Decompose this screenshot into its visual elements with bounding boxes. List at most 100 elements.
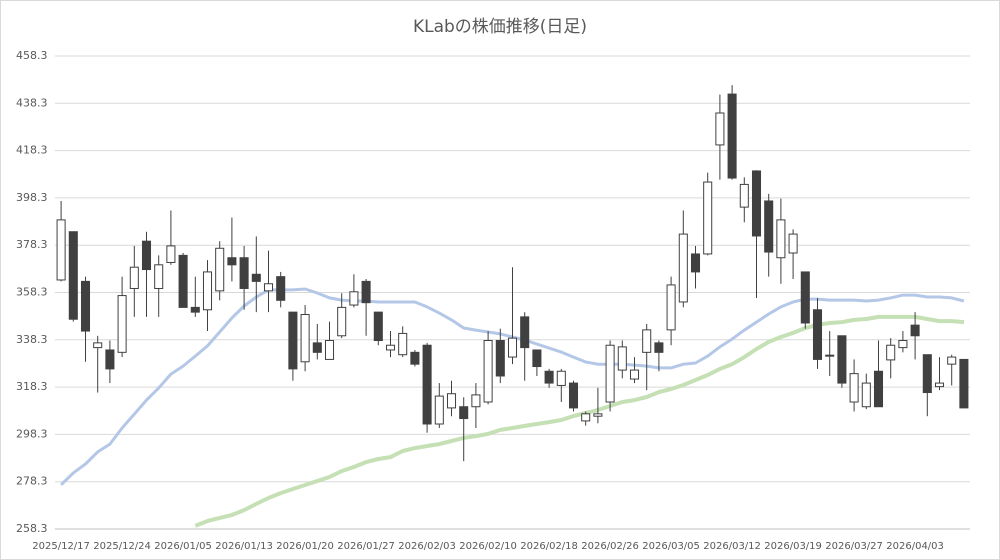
candle-body [495,340,505,377]
x-tick-label: 2025/12/24 [93,541,151,552]
candle-body [910,324,920,337]
candle-body [568,382,579,409]
candle-body [886,344,896,361]
candle-body [776,219,786,259]
y-tick-label: 438.3 [16,96,48,109]
candle-body [373,311,383,342]
x-tick-label: 2026/02/26 [581,541,639,552]
candle-body [227,257,237,266]
candle-body [581,413,591,422]
candle-body [837,335,847,384]
candle-body [190,306,200,313]
candle-body [800,271,810,324]
candle-body [398,332,408,356]
candle-body [666,284,676,331]
candle-body [385,344,396,351]
candle-body [922,354,932,394]
candle-body [654,342,664,353]
candle-body [764,200,774,253]
candle-body [93,342,103,349]
candle-body [898,340,908,349]
candle-body [178,254,188,308]
candle-body [593,413,603,417]
x-tick-label: 2026/02/10 [459,541,517,552]
candle-body [678,233,688,303]
candle-body [154,264,164,289]
candle-body [934,382,945,388]
candle-body [446,393,457,409]
candle-body [129,266,139,289]
candle-body [263,283,274,292]
candle-body [300,313,310,363]
candle-body [471,394,481,408]
y-tick-label: 258.3 [16,522,48,535]
candle-body [715,112,725,146]
candle-body [349,291,359,306]
candle-body [422,344,432,425]
candle-body [825,354,835,357]
x-tick-label: 2026/03/05 [642,541,700,552]
x-tick-label: 2026/02/18 [520,541,578,552]
y-tick-label: 298.3 [16,427,48,440]
y-tick-label: 358.3 [16,286,48,299]
x-tick-label: 2026/04/03 [886,541,944,552]
candle-body [459,406,469,420]
y-tick-label: 318.3 [16,380,48,393]
candle-body [215,247,225,292]
x-tick-label: 2026/03/27 [825,541,883,552]
x-tick-label: 2026/01/05 [154,541,212,552]
candle-body [727,93,737,179]
candle-body [410,351,420,365]
candle-body [751,170,762,237]
candle-body [312,342,322,353]
candle-body [605,344,615,403]
candle-body [361,280,371,304]
x-tick-label: 2026/01/13 [215,541,273,552]
candle-body [849,373,859,403]
candle-body [239,257,249,289]
y-tick-label: 378.3 [16,238,48,251]
candle-body [324,340,335,360]
candle-body [812,309,823,360]
candle-body [434,395,444,425]
candle-body [690,253,701,273]
candle-body [337,306,347,337]
candle-body [544,370,554,384]
y-tick-label: 458.3 [16,49,48,62]
candle-body [629,369,640,380]
candle-body [56,219,66,281]
candle-body [873,370,884,408]
y-tick-label: 398.3 [16,191,48,204]
candle-body [276,276,286,301]
candle-body [947,356,957,365]
candle-body [703,181,713,255]
candle-body [105,349,115,370]
candle-body [520,316,530,349]
candle-body [861,382,871,408]
candle-body [739,183,749,208]
x-tick-label: 2026/03/19 [764,541,822,552]
y-tick-label: 418.3 [16,144,48,157]
chart-title: KLabの株価推移(日足) [413,17,587,37]
y-tick-label: 338.3 [16,333,48,346]
candle-body [788,233,798,254]
candle-body [483,340,493,403]
x-tick-label: 2026/01/27 [337,541,395,552]
candle-body [288,311,298,370]
x-tick-label: 2026/02/03 [398,541,456,552]
candle-body [959,358,969,409]
candle-body [202,271,213,311]
candle-body [80,280,91,332]
candle-body [251,273,261,282]
candle-body [141,240,152,271]
y-tick-label: 278.3 [16,475,48,488]
candle-body [532,349,542,368]
candle-body [617,346,627,371]
x-tick-label: 2026/01/20 [276,541,334,552]
candle-body [642,329,652,353]
candle-body [117,295,127,353]
candle-body [507,337,518,358]
x-tick-label: 2026/03/12 [703,541,761,552]
